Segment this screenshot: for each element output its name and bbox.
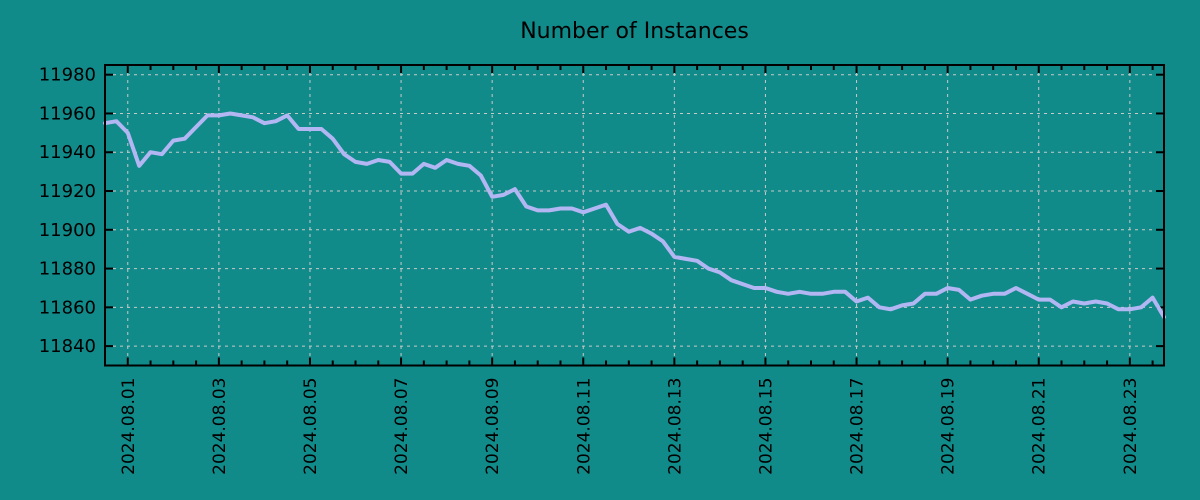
x-tick-label: 2024.08.11	[574, 378, 594, 475]
y-tick-label: 11920	[39, 181, 96, 202]
y-tick-label: 11980	[39, 65, 96, 86]
x-tick-label: 2024.08.13	[665, 378, 685, 475]
x-tick-label: 2024.08.09	[483, 377, 503, 474]
x-tick-label: 2024.08.05	[301, 378, 321, 475]
x-tick-label: 2024.08.19	[939, 378, 959, 475]
data-series	[103, 111, 1166, 319]
y-tick-label: 11840	[39, 336, 96, 357]
x-tick-label: 2024.08.03	[210, 378, 230, 475]
x-tick-label: 2024.08.17	[848, 378, 868, 475]
plot-border	[104, 64, 1165, 367]
x-tick-label: 2024.08.01	[119, 378, 139, 475]
y-tick-label: 11880	[39, 259, 96, 280]
y-tick-label: 11860	[39, 297, 96, 318]
gridlines	[106, 66, 1163, 365]
y-tick-label: 11900	[39, 220, 96, 241]
x-tick-label: 2024.08.21	[1030, 378, 1050, 475]
chart-title: Number of Instances	[520, 19, 749, 44]
series-line-instances	[103, 111, 1166, 319]
x-tick-labels: 2024.08.01 2024.08.03 2024.08.05 2024.08.07…	[119, 377, 1141, 474]
x-tick-label: 2024.08.07	[392, 378, 412, 475]
y-tick-label: 11960	[39, 103, 96, 124]
y-tick-labels: 11840 11860 11880 11900 11920 11940 11960 11980	[39, 65, 96, 357]
y-tick-label: 11940	[39, 142, 96, 163]
x-tick-label: 2024.08.23	[1121, 378, 1141, 475]
x-tick-label: 2024.08.15	[756, 378, 776, 475]
tick-marks	[105, 65, 1164, 366]
